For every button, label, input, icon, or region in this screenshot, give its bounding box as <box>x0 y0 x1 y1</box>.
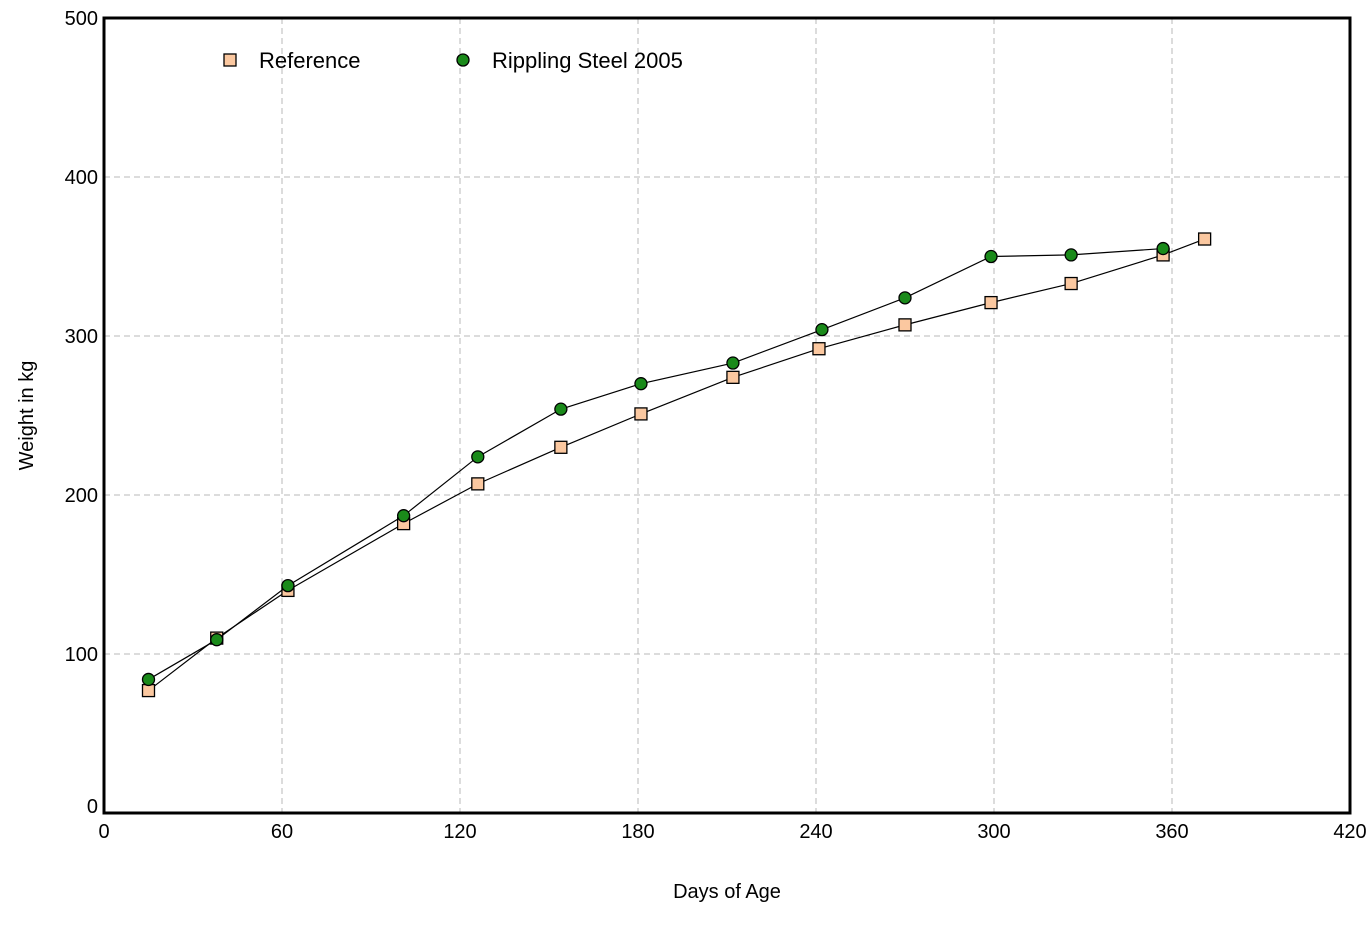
grid-layer <box>104 18 1350 813</box>
x-tick-label: 180 <box>621 821 654 843</box>
data-point-square <box>812 342 826 356</box>
data-point-circle <box>1064 248 1078 262</box>
x-tick-label: 420 <box>1333 821 1366 843</box>
x-tick-label: 360 <box>1155 821 1188 843</box>
data-point-circle <box>815 322 829 337</box>
series-1 <box>141 241 1170 687</box>
data-point-square <box>554 440 568 454</box>
data-point-square <box>1064 276 1078 291</box>
x-tick-label: 60 <box>271 821 293 843</box>
y-tick-label: 300 <box>65 326 98 348</box>
x-tick-label: 300 <box>977 821 1010 843</box>
y-axis-title: Weight in kg <box>16 361 38 471</box>
data-point-circle <box>1156 241 1170 256</box>
data-point-square <box>141 683 156 698</box>
series-0 <box>141 232 1212 698</box>
series-line <box>148 238 1205 692</box>
data-point-circle <box>726 356 740 370</box>
legend-square-marker <box>223 53 237 67</box>
data-point-square <box>634 407 648 421</box>
data-point-circle <box>281 578 295 593</box>
data-point-square <box>471 477 485 491</box>
data-point-circle <box>898 291 912 305</box>
x-tick-label: 240 <box>799 821 832 843</box>
legend-item: Rippling Steel 2005 <box>456 48 683 73</box>
legend: Reference Rippling Steel 2005 <box>223 48 683 73</box>
data-point-square <box>984 295 998 310</box>
y-tick-label: 500 <box>65 8 98 30</box>
data-point-circle <box>984 249 998 264</box>
data-point-square <box>898 318 912 332</box>
data-point-circle <box>141 672 156 687</box>
data-point-circle <box>210 633 224 647</box>
y-tick-label: 0 <box>87 796 98 818</box>
plot-frame <box>102 16 1352 815</box>
data-point-square <box>1197 232 1212 246</box>
data-point-circle <box>471 450 485 464</box>
legend-label: Reference <box>259 48 361 73</box>
series-line <box>148 247 1164 680</box>
x-tick-label: 0 <box>98 821 109 843</box>
x-tick-label: 120 <box>443 821 476 843</box>
y-tick-label: 100 <box>65 644 98 666</box>
legend-label: Rippling Steel 2005 <box>492 48 683 73</box>
ticks-layer: 0 60 120 180 240 300 360 420 0 100 200 300 400 500 <box>65 8 1367 843</box>
legend-circle-marker <box>456 53 470 67</box>
data-point-square <box>726 370 740 384</box>
data-point-circle <box>396 509 411 523</box>
data-point-circle <box>634 377 648 391</box>
y-tick-label: 200 <box>65 485 98 507</box>
data-point-circle <box>554 402 568 416</box>
legend-item: Reference <box>223 48 361 73</box>
y-tick-label: 400 <box>65 167 98 189</box>
series-layer <box>141 232 1212 698</box>
x-axis-title: Days of Age <box>673 881 781 903</box>
